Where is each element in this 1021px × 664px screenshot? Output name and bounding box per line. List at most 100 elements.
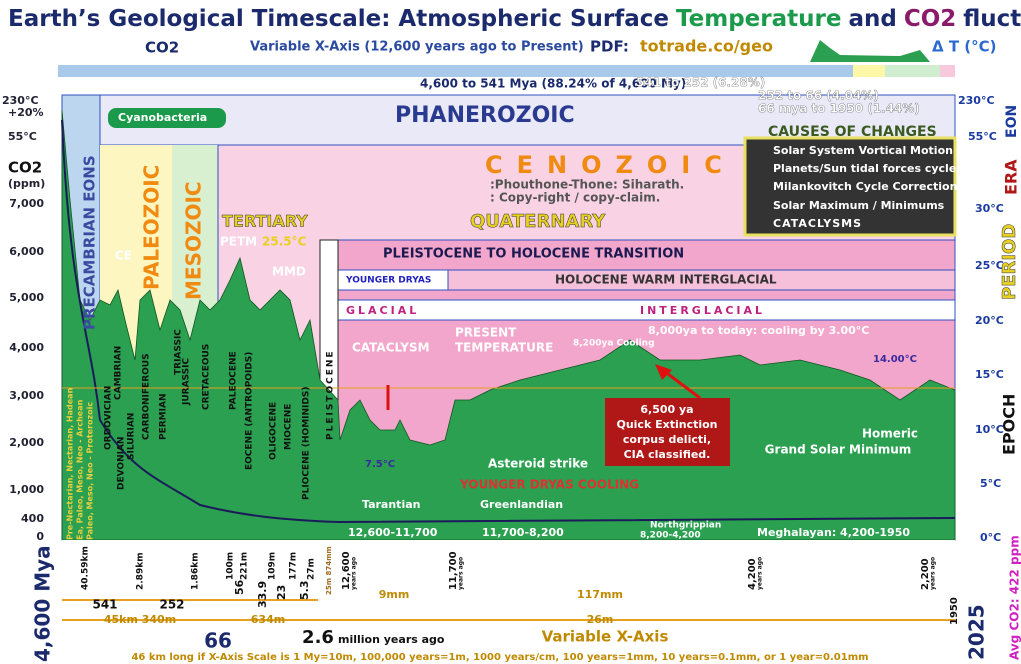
y-tick-label: 4,000: [9, 341, 44, 354]
level-label: EPOCH: [1000, 394, 1019, 455]
eon-bar: [58, 65, 853, 77]
length: 2.89km: [136, 552, 146, 590]
event: 6,500 ya: [640, 403, 693, 416]
y2-tick-label: 230°C: [958, 94, 995, 107]
period-name: TRIASSIC: [174, 329, 184, 375]
years-ago: years ago: [351, 557, 358, 590]
mark: 56: [233, 579, 246, 595]
axis-title: CO2: [8, 159, 42, 177]
year: 12,600: [341, 551, 352, 590]
level-label: ERA: [1002, 159, 1021, 195]
y-tick-label: 0: [36, 530, 44, 543]
epoch-name: PLEISTOCENE: [326, 349, 336, 440]
copyright: :Phouthone-Thone: Siharath.: [490, 178, 684, 192]
length: 109m: [268, 552, 278, 580]
period-name: CRETACEOUS: [202, 344, 212, 410]
y-tick-label: 2,000: [9, 436, 44, 449]
mya-label: million years ago: [338, 633, 445, 646]
level-label: PERIOD: [999, 224, 1020, 300]
cause: Solar System Vortical Motion: [773, 144, 953, 157]
span: 26m: [587, 613, 614, 626]
y2-tick-label: 55°C: [968, 130, 997, 143]
era-label: CENOZOIC: [485, 151, 736, 179]
event: 25.5°C: [262, 235, 307, 249]
period-name: JURASSIC: [182, 358, 192, 406]
years-ago: years ago: [757, 557, 764, 590]
event: 8,200ya Cooling: [573, 339, 655, 349]
stage: 12,600-11,700: [348, 526, 438, 539]
y-tick-label: 1,000: [9, 483, 44, 496]
cenozoic-bar: [940, 65, 955, 77]
years-ago: years ago: [458, 557, 465, 590]
header-sparkline: [810, 40, 930, 62]
year: 2,200: [920, 558, 931, 590]
y2-tick-label: 5°C: [980, 477, 1001, 490]
epoch-name: OLIGOCENE: [269, 402, 279, 460]
event: TEMPERATURE: [455, 341, 553, 355]
event: MMD: [272, 265, 306, 279]
cause: Planets/Sun tidal forces cycles: [773, 162, 963, 175]
eon-label: PRECAMBRIAN EONS: [81, 155, 99, 330]
row-label: GLACIAL: [346, 304, 419, 317]
event: Homeric: [862, 427, 918, 441]
stage: Greenlandian: [480, 498, 563, 511]
stage: Northgrippian: [650, 521, 721, 531]
y-tick-label: 6,000: [9, 245, 44, 258]
span: 9mm: [379, 588, 410, 601]
cause: CATACLYSMS: [773, 217, 862, 230]
y2-tick-label: 0°C: [980, 531, 1001, 544]
co2-line: [61, 119, 956, 524]
length: 40.59km: [81, 546, 91, 590]
row-label: INTERGLACIAL: [640, 304, 765, 317]
row-label: HOLOCENE WARM INTERGLACIAL: [555, 273, 777, 287]
event: Quick Extinction: [616, 418, 717, 431]
period-name: ORDOVICIAN: [104, 386, 114, 450]
causes-box: [743, 136, 957, 237]
pdf-label: PDF:: [590, 38, 629, 56]
event: corpus delicti,: [623, 433, 711, 446]
copyright: : Copy-right / copy-claim.: [490, 191, 660, 205]
year: 11,700: [448, 551, 459, 590]
cyanobacteria: Cyanobacteria: [118, 111, 207, 124]
stage: Meghalayan: 4,200-1950: [757, 526, 910, 539]
mark: 252: [159, 598, 184, 612]
length: 27m: [307, 558, 317, 580]
years-ago: years ago: [930, 557, 937, 590]
event: CIA classified.: [624, 448, 711, 461]
length: 221m: [240, 552, 250, 580]
mark: 33.9: [256, 581, 269, 608]
temperature-area: [61, 109, 956, 541]
stage: 8,200-4,200: [640, 531, 701, 541]
axis-label: +20%: [8, 106, 44, 119]
span-label: 66 mya to 1950 (1.44%): [758, 102, 920, 116]
eon-label: PHANEROZOIC: [395, 103, 575, 128]
cyanobacteria-tag: [108, 108, 226, 128]
span-label: 541 to 252 (6.28%): [636, 76, 765, 90]
url: totrade.co/geo: [640, 37, 773, 56]
bottom-area: [62, 540, 955, 664]
span: 634m: [251, 613, 285, 626]
span: 117mm: [577, 588, 623, 601]
event: 7.5°C: [365, 459, 395, 470]
co2-label: CO2: [145, 39, 179, 57]
start-label: 4,600 Mya: [31, 545, 55, 662]
stage: Tarantian: [362, 498, 420, 511]
period-name: CAMBRIAN: [114, 346, 124, 400]
year: 4,200: [747, 558, 758, 590]
holocene-box: [447, 269, 956, 291]
y-tick-label: 400: [21, 512, 44, 525]
length: 1.86km: [191, 552, 201, 590]
year-2025: 2025: [965, 604, 989, 660]
mark: 541: [92, 598, 117, 612]
epoch-name: EOCENE (ANTROPOIDS): [245, 352, 255, 470]
period-name: SILURIAN: [127, 413, 137, 460]
axis-title: (ppm): [8, 177, 45, 190]
event: Grand Solar Minimum: [765, 443, 912, 457]
row-label: PLEISTOCENE TO HOLOCENE TRANSITION: [383, 247, 684, 262]
period-label: TERTIARY: [222, 212, 308, 231]
mark: 5.3: [298, 581, 311, 601]
big-mark: 2.6: [302, 627, 334, 648]
axis-label: 230°C: [2, 94, 39, 107]
paleozoic-bar: [853, 65, 885, 77]
y2-tick-label: 30°C: [975, 202, 1004, 215]
